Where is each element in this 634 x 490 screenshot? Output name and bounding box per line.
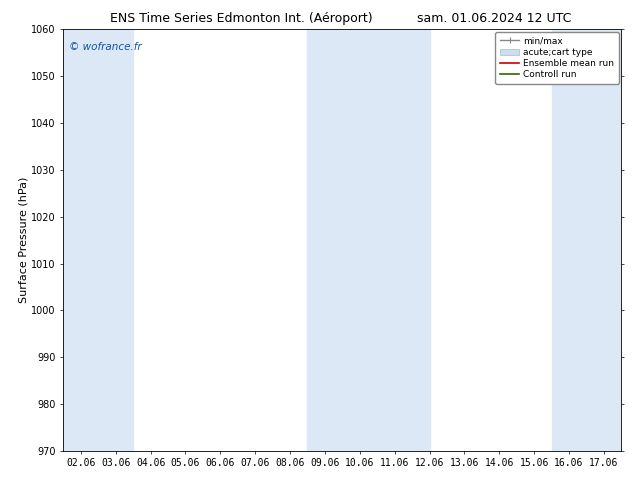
Bar	[552, 29, 634, 451]
Bar	[63, 29, 133, 451]
Legend: min/max, acute;cart type, Ensemble mean run, Controll run: min/max, acute;cart type, Ensemble mean …	[495, 32, 619, 84]
Y-axis label: Surface Pressure (hPa): Surface Pressure (hPa)	[18, 177, 29, 303]
Text: © wofrance.fr: © wofrance.fr	[69, 42, 141, 52]
Text: sam. 01.06.2024 12 UTC: sam. 01.06.2024 12 UTC	[417, 12, 572, 25]
Bar	[307, 29, 429, 451]
Text: ENS Time Series Edmonton Int. (Aéroport): ENS Time Series Edmonton Int. (Aéroport)	[110, 12, 372, 25]
